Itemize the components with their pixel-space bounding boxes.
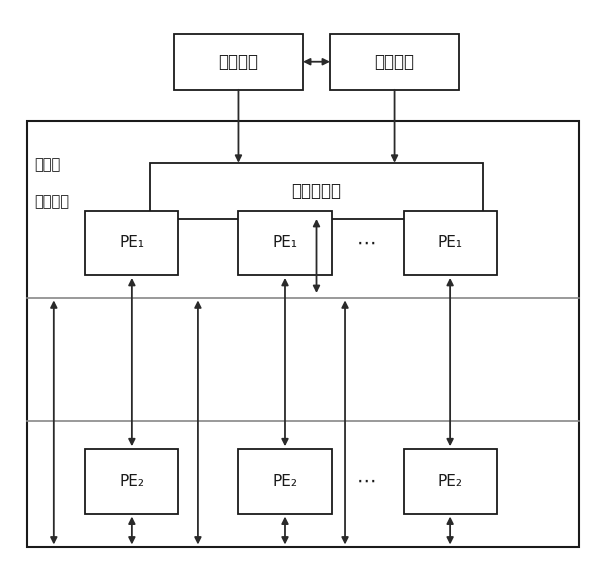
Text: 处理阵列: 处理阵列 bbox=[34, 194, 69, 209]
Text: 存储模块: 存储模块 bbox=[375, 53, 415, 71]
Text: PE₂: PE₂ bbox=[273, 474, 298, 489]
Text: 可重构: 可重构 bbox=[34, 157, 60, 172]
Bar bbox=[238, 449, 331, 514]
Bar bbox=[27, 121, 579, 547]
Text: PE₁: PE₁ bbox=[119, 235, 144, 250]
Text: ⋯: ⋯ bbox=[356, 472, 376, 491]
Bar bbox=[404, 210, 497, 275]
Text: PE₁: PE₁ bbox=[273, 235, 298, 250]
Bar bbox=[174, 33, 303, 90]
Text: 调度模块: 调度模块 bbox=[218, 53, 258, 71]
Text: PE₂: PE₂ bbox=[438, 474, 462, 489]
Bar bbox=[404, 449, 497, 514]
Text: PE₂: PE₂ bbox=[119, 474, 144, 489]
Text: PE₁: PE₁ bbox=[438, 235, 462, 250]
Bar bbox=[85, 449, 178, 514]
Bar bbox=[330, 33, 459, 90]
Text: 接口控制器: 接口控制器 bbox=[291, 182, 342, 200]
Bar bbox=[85, 210, 178, 275]
Bar bbox=[150, 163, 483, 219]
Bar bbox=[238, 210, 331, 275]
Text: ⋯: ⋯ bbox=[356, 233, 376, 252]
